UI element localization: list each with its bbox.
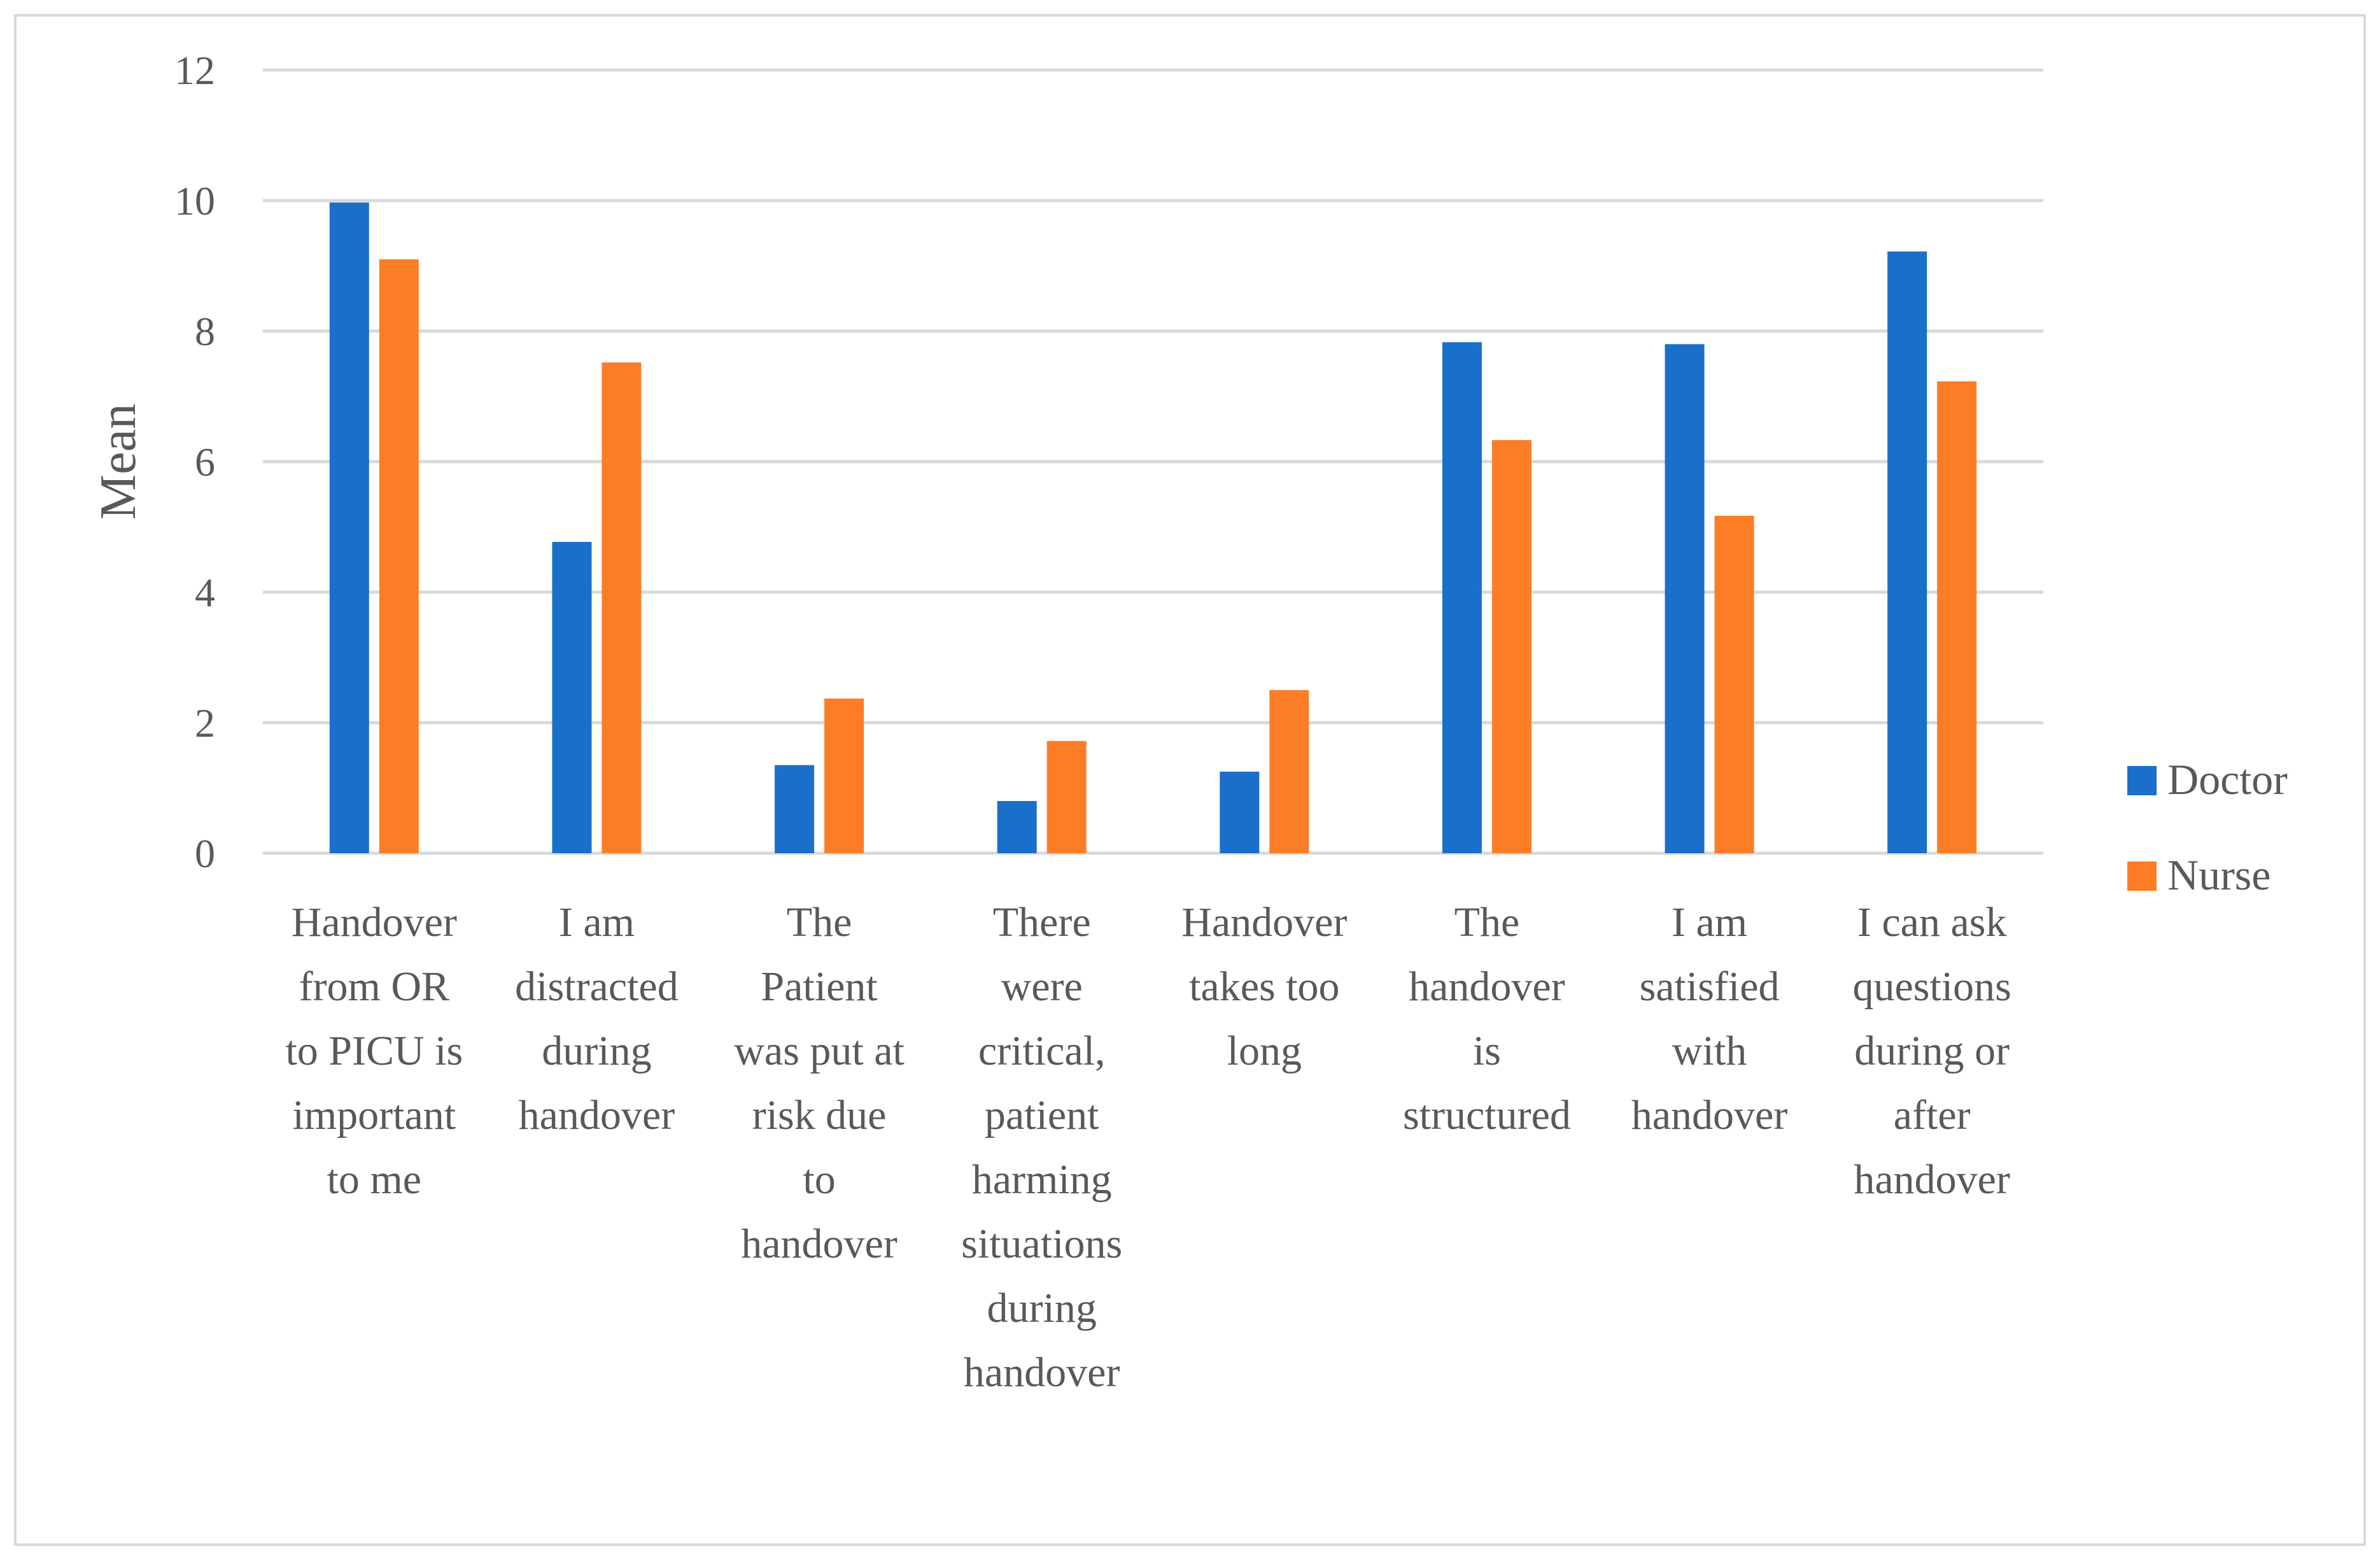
x-category-label-line: handover bbox=[1631, 1092, 1788, 1138]
x-category-label-line: important bbox=[293, 1092, 456, 1138]
y-axis-ticks: 0 2 4 6 8 10 12 bbox=[174, 48, 215, 876]
x-category-label-line: handover bbox=[964, 1349, 1120, 1396]
y-tick-label: 12 bbox=[174, 48, 215, 93]
x-category-label-line: risk due bbox=[752, 1092, 887, 1138]
bar-nurse-4 bbox=[1046, 741, 1087, 853]
x-category-label-line: was put at bbox=[734, 1028, 905, 1074]
x-category-label-line: questions bbox=[1853, 963, 2011, 1010]
x-category-label: The handover is structured bbox=[1403, 899, 1571, 1138]
bar-doctor-8 bbox=[1887, 251, 1927, 853]
y-tick-label: 10 bbox=[174, 178, 215, 223]
x-category-label-line: takes too bbox=[1189, 963, 1339, 1010]
legend: Doctor Nurse bbox=[2127, 755, 2288, 899]
y-tick-label: 2 bbox=[195, 700, 215, 746]
x-category-label: There were critical, patient harming situatio… bbox=[961, 899, 1122, 1396]
legend-swatch-nurse bbox=[2127, 862, 2157, 891]
x-category-label-line: handover bbox=[1409, 963, 1565, 1010]
x-category-label-line: Handover bbox=[292, 899, 457, 946]
x-category-label-line: handover bbox=[519, 1092, 675, 1138]
x-category-label: The Patient was put at risk due to handover bbox=[734, 899, 905, 1267]
legend-label-nurse: Nurse bbox=[2167, 851, 2271, 899]
bar-doctor-3 bbox=[775, 765, 815, 853]
bar-nurse-7 bbox=[1714, 516, 1754, 853]
x-category-label-line: handover bbox=[1854, 1156, 2010, 1203]
x-category-label-line: with bbox=[1672, 1028, 1747, 1074]
bar-nurse-2 bbox=[602, 362, 642, 853]
x-category-label: I can ask questions during or after handover bbox=[1853, 899, 2011, 1203]
x-category-label-line: is bbox=[1473, 1028, 1501, 1074]
bar-nurse-8 bbox=[1937, 381, 1977, 853]
bar-doctor-1 bbox=[329, 202, 369, 853]
x-category-label-line: from OR bbox=[299, 963, 449, 1010]
x-category-label-line: critical, bbox=[978, 1028, 1106, 1074]
x-category-label-line: patient bbox=[985, 1092, 1099, 1138]
x-category-label-line: to me bbox=[327, 1156, 421, 1203]
y-axis-title: Mean bbox=[90, 404, 146, 520]
bars bbox=[329, 202, 1977, 853]
x-category-label-line: during or bbox=[1854, 1028, 2010, 1074]
x-category-label-line: situations bbox=[961, 1221, 1122, 1267]
bar-nurse-3 bbox=[824, 698, 864, 853]
legend-label-doctor: Doctor bbox=[2167, 755, 2288, 804]
y-tick-label: 8 bbox=[195, 309, 215, 354]
x-category-label-line: The bbox=[787, 899, 852, 946]
x-category-label-line: I am bbox=[559, 899, 635, 946]
x-category-label: Handover from OR to PICU is important to me bbox=[285, 899, 463, 1203]
x-category-label-line: were bbox=[1001, 963, 1083, 1010]
bar-doctor-5 bbox=[1220, 771, 1260, 853]
x-category-label-line: distracted bbox=[515, 963, 679, 1010]
bar-nurse-5 bbox=[1269, 690, 1309, 853]
x-category-label-line: satisfied bbox=[1640, 963, 1780, 1010]
x-category-label-line: Patient bbox=[761, 963, 877, 1010]
bar-nurse-6 bbox=[1491, 440, 1532, 853]
x-category-label-line: harming bbox=[972, 1156, 1112, 1203]
x-category-label: I am satisfied with handover bbox=[1631, 899, 1788, 1138]
x-category-label-line: I can ask bbox=[1857, 899, 2007, 946]
bar-doctor-4 bbox=[997, 801, 1037, 853]
x-category-label-line: during bbox=[542, 1028, 651, 1074]
x-category-label-line: The bbox=[1454, 899, 1520, 946]
bar-doctor-2 bbox=[552, 542, 592, 853]
legend-swatch-doctor bbox=[2127, 766, 2157, 795]
y-tick-label: 0 bbox=[195, 831, 215, 876]
gridlines bbox=[263, 68, 2043, 855]
y-tick-label: 6 bbox=[195, 439, 215, 485]
x-category-label-line: Handover bbox=[1181, 899, 1347, 946]
x-category-label-line: I am bbox=[1672, 899, 1747, 946]
x-category-label: I am distracted during handover bbox=[515, 899, 679, 1138]
bar-doctor-7 bbox=[1665, 344, 1705, 853]
y-tick-label: 4 bbox=[195, 570, 215, 615]
x-category-label-line: after bbox=[1894, 1092, 1971, 1138]
x-category-label-line: long bbox=[1227, 1028, 1302, 1074]
x-category-label-line: to PICU is bbox=[285, 1028, 463, 1074]
x-category-label-line: during bbox=[987, 1285, 1097, 1331]
x-category-label-line: handover bbox=[741, 1221, 898, 1267]
x-category-label-line: structured bbox=[1403, 1092, 1571, 1138]
x-axis-labels: Handover from OR to PICU is important to me I… bbox=[285, 899, 2011, 1396]
bar-nurse-1 bbox=[379, 259, 419, 853]
x-category-label-line: to bbox=[803, 1156, 835, 1203]
x-category-label-line: There bbox=[993, 899, 1091, 946]
bar-doctor-6 bbox=[1442, 342, 1482, 853]
x-category-label: Handover takes too long bbox=[1181, 899, 1347, 1074]
